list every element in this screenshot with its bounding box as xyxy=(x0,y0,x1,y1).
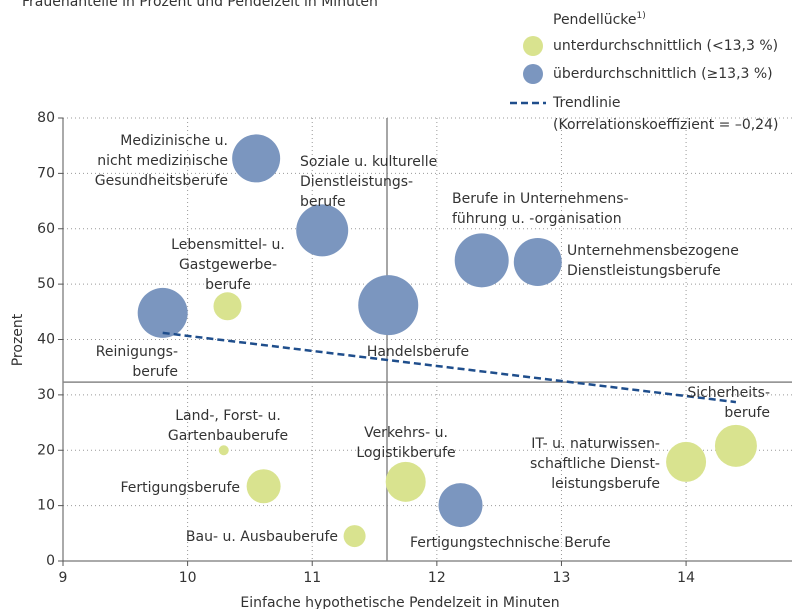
bubble-label: Gastgewerbe- xyxy=(179,257,277,273)
legend-label: überdurchschnittlich (≥13,3 %) xyxy=(553,66,773,82)
y-tick-label: 0 xyxy=(46,553,55,569)
bubble-label: berufe xyxy=(205,277,251,293)
bubble-label: IT- u. naturwissen- xyxy=(531,436,660,452)
bubble-label: Fertigungstechnische Berufe xyxy=(410,535,611,551)
bubble-label: nicht medizinische xyxy=(97,153,228,169)
y-tick-label: 60 xyxy=(37,221,55,237)
x-tick-label: 13 xyxy=(553,570,571,586)
bubble-label: Gesundheitsberufe xyxy=(95,173,228,189)
bubble-label: Berufe in Unternehmens- xyxy=(452,191,629,207)
bubble-label: leistungsberufe xyxy=(551,476,660,492)
y-tick-label: 40 xyxy=(37,332,55,348)
bubble-label: Gartenbauberufe xyxy=(168,428,288,444)
bubble xyxy=(666,441,707,482)
bubble-label: Dienstleistungs- xyxy=(300,174,413,190)
bubble-label: Reinigungs- xyxy=(96,344,178,360)
legend-swatch xyxy=(523,36,543,56)
bubble xyxy=(137,287,188,338)
legend-label: (Korrelationskoeffizient = –0,24) xyxy=(553,117,778,133)
bubble xyxy=(213,292,242,321)
bubble xyxy=(513,237,562,286)
bubble xyxy=(246,469,281,504)
bubble xyxy=(358,275,419,336)
bubble-label: führung u. -organisation xyxy=(452,211,622,227)
bubble-label: Handelsberufe xyxy=(367,344,469,360)
y-tick-label: 10 xyxy=(37,498,55,514)
chart-title: Frauenanteile in Prozent und Pendelzeit … xyxy=(22,0,378,10)
bubble-label: Lebensmittel- u. xyxy=(171,237,285,253)
x-tick-label: 10 xyxy=(179,570,197,586)
bubble-label: berufe xyxy=(724,405,770,421)
y-tick-label: 30 xyxy=(37,387,55,403)
legend-label: unterdurchschnittlich (<13,3 %) xyxy=(553,38,778,54)
bubble xyxy=(454,233,509,288)
bubble-label: Unternehmensbezogene xyxy=(567,243,739,259)
bubble xyxy=(438,483,483,528)
bubble-label: Dienstleistungsberufe xyxy=(567,263,721,279)
x-tick-label: 14 xyxy=(677,570,695,586)
legend-swatch xyxy=(523,64,543,84)
y-tick-label: 80 xyxy=(37,110,55,126)
bubble-label: Soziale u. kulturelle xyxy=(300,154,437,170)
bubble-label: Logistikberufe xyxy=(356,445,455,461)
y-tick-label: 20 xyxy=(37,442,55,458)
trend-line xyxy=(162,331,737,404)
x-tick-label: 9 xyxy=(59,570,68,586)
bubble-label: Medizinische u. xyxy=(120,133,228,149)
bubble xyxy=(296,204,349,257)
legend-title: Pendellücke1) xyxy=(553,11,646,29)
y-axis-label: Prozent xyxy=(10,313,26,366)
x-tick-label: 11 xyxy=(303,570,321,586)
bubble-label: berufe xyxy=(132,364,178,380)
bubble-label: berufe xyxy=(300,194,346,210)
bubble-label: Fertigungsberufe xyxy=(120,480,240,496)
x-tick-label: 12 xyxy=(428,570,446,586)
bubble-label: schaftliche Dienst- xyxy=(530,456,660,472)
bubble-label: Verkehrs- u. xyxy=(364,425,448,441)
y-tick-label: 50 xyxy=(37,276,55,292)
bubble-label: Land-, Forst- u. xyxy=(175,408,281,424)
legend-note: 1) xyxy=(637,11,646,21)
x-axis-label: Einfache hypothetische Pendelzeit in Min… xyxy=(240,595,559,609)
bubble xyxy=(218,445,229,456)
bubble-label: Sicherheits- xyxy=(687,385,770,401)
bubble xyxy=(343,525,366,548)
legend-label: Trendlinie xyxy=(552,95,620,111)
y-tick-label: 70 xyxy=(37,165,55,181)
bubble-label: Bau- u. Ausbauberufe xyxy=(186,529,338,545)
bubble xyxy=(385,461,426,502)
legend-title-text: Pendellücke xyxy=(553,12,637,28)
bubble xyxy=(714,424,757,467)
bubble xyxy=(232,134,281,183)
